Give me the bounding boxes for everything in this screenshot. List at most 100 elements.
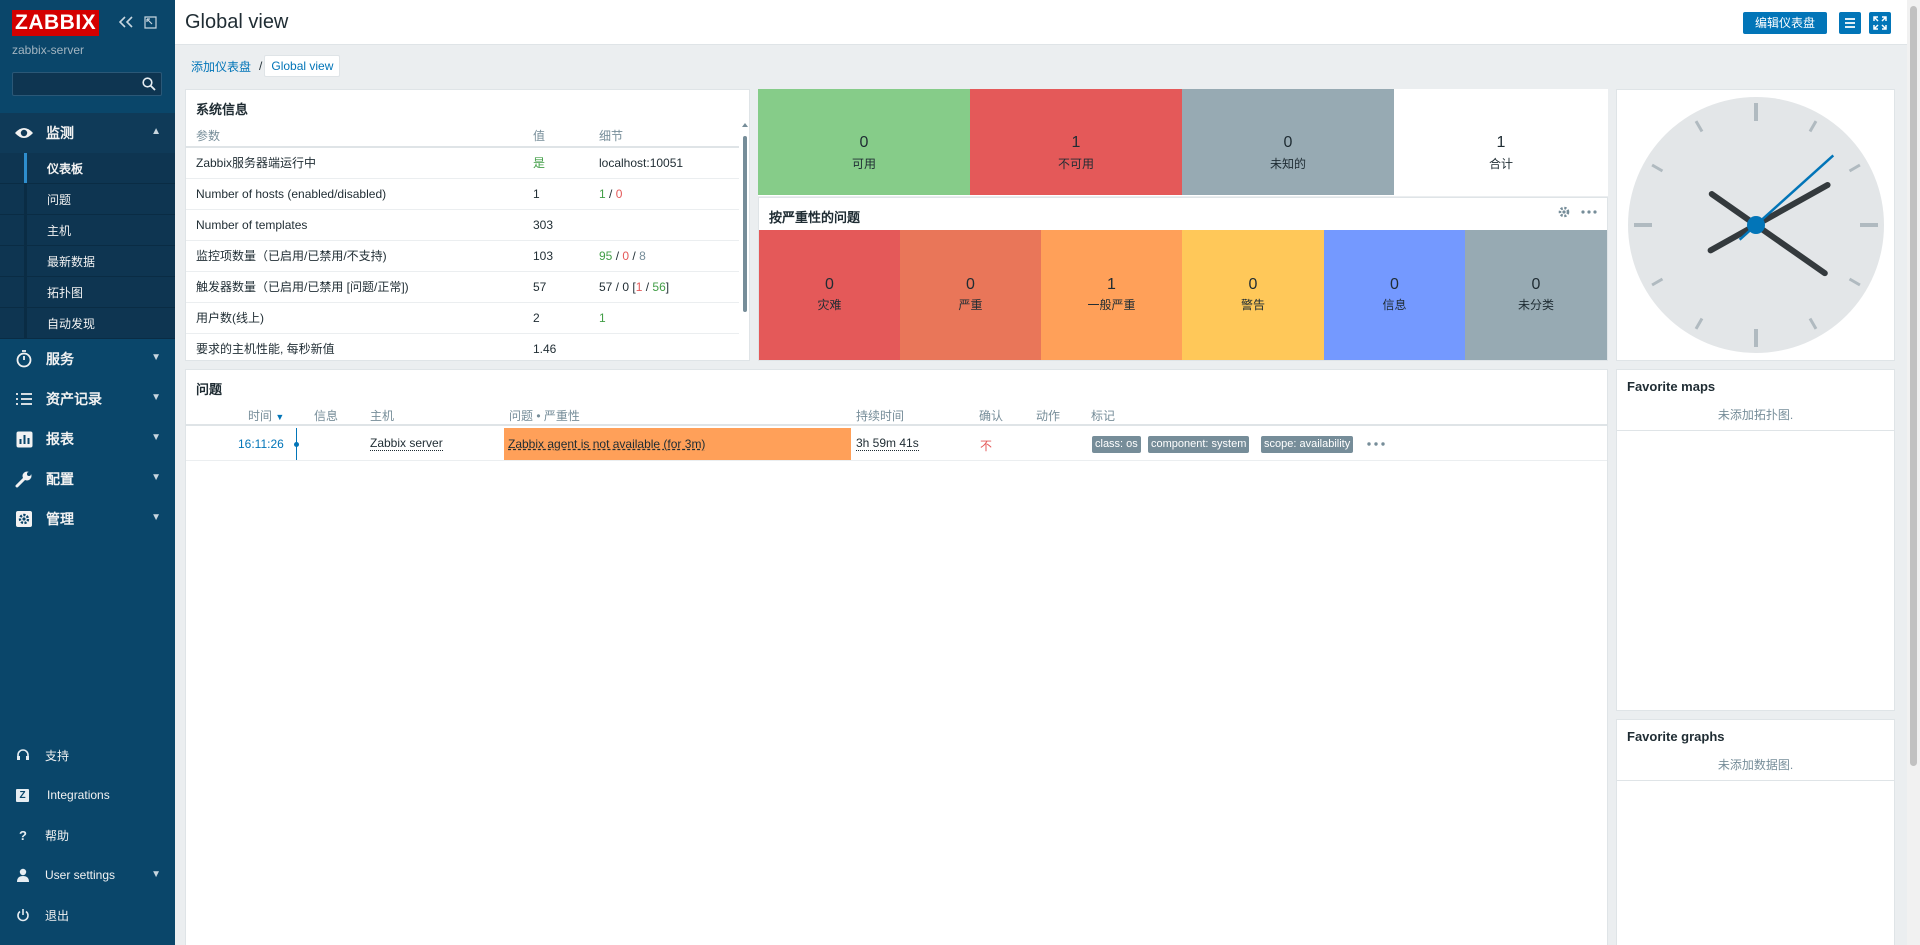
menu-item-support[interactable]: 支持	[0, 735, 175, 775]
not-classified-count: 0	[1531, 276, 1541, 293]
menu-item-label: 报表	[46, 431, 74, 447]
problem-duration[interactable]: 3h 59m 41s	[856, 436, 919, 451]
column-header: 细节	[589, 124, 739, 148]
table-row: Zabbix服务器端运行中 是 localhost:10051	[186, 147, 739, 179]
param-cell: 用户数(线上)	[186, 302, 523, 334]
page-scrollbar[interactable]	[1907, 0, 1920, 945]
availability-unknown[interactable]: 0 未知的	[1182, 89, 1394, 195]
widget-title: 系统信息	[196, 102, 249, 117]
menu-item-user-settings[interactable]: User settings ▼	[0, 855, 175, 895]
analog-clock	[1628, 97, 1884, 353]
detail-cell: localhost:10051	[589, 147, 739, 179]
search-box[interactable]	[12, 72, 162, 96]
menu-item-monitoring[interactable]: 监测 ▲	[0, 113, 175, 153]
zabbix-logo[interactable]: ZABBIX	[12, 10, 100, 36]
submenu-item-maps[interactable]: 拓扑图	[0, 277, 175, 308]
severity-high[interactable]: 0 严重	[900, 230, 1041, 360]
settings-gear-icon[interactable]	[1557, 205, 1571, 219]
edit-dashboard-button[interactable]: 编辑仪表盘	[1743, 12, 1828, 34]
widget-title: 问题	[196, 382, 223, 397]
submenu-item-dashboard[interactable]: 仪表板	[0, 153, 175, 184]
timeline-dot	[294, 442, 299, 447]
scroll-up-icon[interactable]	[741, 122, 749, 128]
dashboard-actions-button[interactable]	[1839, 12, 1861, 34]
value-cell: 1	[523, 178, 589, 210]
menu-item-label: User settings	[45, 868, 116, 882]
column-problem: 问题 • 严重性	[509, 409, 580, 423]
menu-item-logout[interactable]: 退出	[0, 895, 175, 935]
unavailable-label: 不可用	[1057, 157, 1094, 171]
trigger-summary: 57 / 0 [	[599, 279, 636, 294]
scrollbar-thumb[interactable]	[1910, 6, 1917, 766]
problem-ack-link[interactable]: 不	[980, 439, 993, 453]
collapse-sidebar-icon[interactable]	[118, 14, 134, 30]
detail-cell: 1 / 0	[589, 178, 739, 210]
submenu-item-problems[interactable]: 问题	[0, 184, 175, 215]
help-icon: ?	[19, 827, 27, 843]
submenu-item-discovery[interactable]: 自动发现	[0, 308, 175, 339]
menu-item-label: 支持	[45, 748, 70, 763]
disaster-count: 0	[825, 276, 834, 293]
tag-badge[interactable]: scope: availability	[1261, 436, 1354, 453]
column-info: 信息	[314, 409, 339, 423]
value-cell: 103	[523, 240, 589, 272]
menu-item-help[interactable]: ? 帮助	[0, 815, 175, 855]
menu-icon	[1845, 18, 1855, 28]
system-info-widget: 系统信息 参数 值 细节 Zabbix服务器端运行中 是 localhost:1…	[185, 89, 750, 361]
table-row: 要求的主机性能, 每秒新值 1.46	[186, 333, 739, 360]
kiosk-sidebar-icon[interactable]	[142, 14, 158, 30]
chevron-down-icon: ▼	[151, 352, 161, 363]
severity-disaster[interactable]: 0 灾难	[759, 230, 900, 360]
chevron-down-icon: ▼	[151, 432, 161, 443]
tag-badge[interactable]: class: os	[1092, 436, 1141, 453]
availability-total[interactable]: 1 合计	[1394, 89, 1608, 195]
severity-information[interactable]: 0 信息	[1324, 230, 1465, 360]
more-tags-icon[interactable]	[1367, 442, 1385, 446]
menu-item-configuration[interactable]: 配置 ▼	[0, 459, 175, 499]
separator: /	[609, 186, 613, 201]
chevron-up-icon: ▲	[151, 126, 161, 137]
table-row: Number of templates 303	[186, 209, 739, 241]
unknown-label: 未知的	[1269, 157, 1306, 171]
more-options-icon[interactable]	[1581, 210, 1597, 214]
clock-ticks	[1634, 103, 1878, 347]
search-icon[interactable]	[142, 77, 156, 91]
problem-time[interactable]: 16:11:26	[238, 437, 284, 451]
availability-unavailable[interactable]: 1 不可用	[970, 89, 1182, 195]
unavailable-count: 1	[1071, 134, 1081, 151]
availability-available[interactable]: 0 可用	[758, 89, 970, 195]
submenu-item-hosts[interactable]: 主机	[0, 215, 175, 246]
system-info-table: 参数 值 细节 Zabbix服务器端运行中 是 localhost:10051 …	[186, 124, 739, 360]
menu-item-integrations[interactable]: Z Integrations	[0, 775, 175, 815]
severity-average[interactable]: 1 一般严重	[1041, 230, 1182, 360]
param-cell: 触发器数量（已启用/已禁用 [问题/正常])	[186, 271, 523, 303]
empty-message: 未添加拓扑图.	[1717, 408, 1794, 422]
average-label: 一般严重	[1087, 298, 1136, 312]
problems-table-header: 时间 ▼ 信息 主机 问题 • 严重性 持续时间 确认 动作 标记	[186, 402, 1607, 426]
fullscreen-button[interactable]	[1869, 12, 1891, 34]
clock-tick	[1651, 277, 1664, 287]
menu-item-services[interactable]: 服务 ▼	[0, 339, 175, 379]
severity-warning[interactable]: 0 警告	[1182, 230, 1324, 360]
page-title: Global view	[185, 11, 289, 33]
scrollbar-thumb[interactable]	[743, 136, 747, 312]
problem-description-link[interactable]: Zabbix agent is not available (for 3m)	[508, 437, 706, 451]
detail-cell	[589, 209, 739, 241]
search-input[interactable]	[13, 73, 133, 95]
column-time[interactable]: 时间 ▼	[248, 407, 284, 424]
column-time-label: 时间	[248, 409, 273, 423]
table-header-row: 参数 值 细节	[186, 124, 739, 148]
column-header: 值	[523, 124, 589, 148]
tag-badge[interactable]: component: system	[1148, 436, 1250, 453]
problem-host-link[interactable]: Zabbix server	[370, 436, 443, 451]
breadcrumb-current[interactable]: Global view	[264, 55, 341, 77]
submenu-item-latest-data[interactable]: 最新数据	[0, 246, 175, 277]
breadcrumb-parent[interactable]: 添加仪表盘	[191, 59, 252, 74]
separator: /	[645, 279, 650, 294]
eye-icon	[14, 123, 34, 143]
severity-not-classified[interactable]: 0 未分类	[1465, 230, 1607, 360]
menu-item-administration[interactable]: 管理 ▼	[0, 499, 175, 539]
menu-item-reports[interactable]: 报表 ▼	[0, 419, 175, 459]
widget-scrollbar[interactable]	[741, 122, 749, 360]
menu-item-inventory[interactable]: 资产记录 ▼	[0, 379, 175, 419]
